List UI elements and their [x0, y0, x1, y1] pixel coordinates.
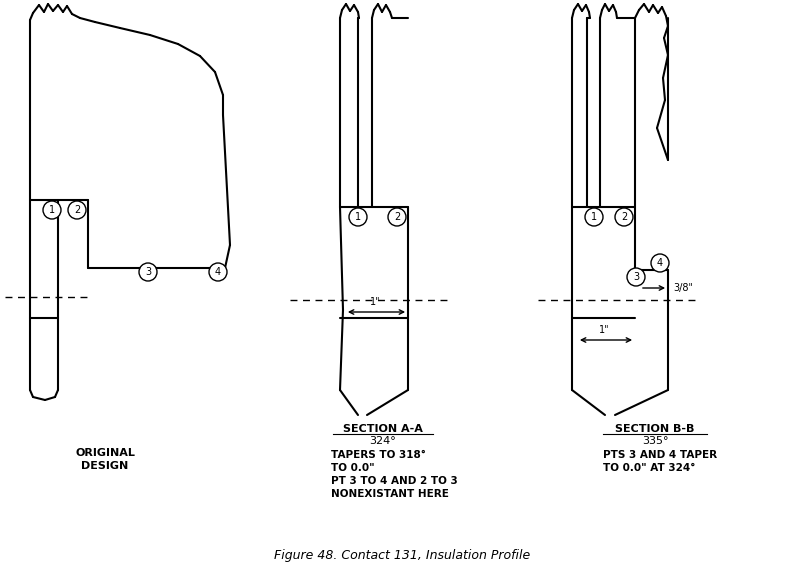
- Text: 3/8": 3/8": [672, 283, 692, 293]
- Text: 3: 3: [632, 272, 638, 282]
- Text: 4: 4: [656, 258, 662, 268]
- Text: 4: 4: [214, 267, 221, 277]
- Circle shape: [650, 254, 668, 272]
- Circle shape: [614, 208, 632, 226]
- Text: 1: 1: [354, 212, 361, 222]
- Text: 2: 2: [74, 205, 80, 215]
- Text: ORIGINAL: ORIGINAL: [75, 448, 135, 458]
- Circle shape: [626, 268, 644, 286]
- Text: 1": 1": [598, 325, 609, 335]
- Circle shape: [585, 208, 602, 226]
- Text: Figure 48. Contact 131, Insulation Profile: Figure 48. Contact 131, Insulation Profi…: [274, 549, 529, 562]
- Text: 1: 1: [590, 212, 597, 222]
- Text: PTS 3 AND 4 TAPER: PTS 3 AND 4 TAPER: [602, 450, 716, 460]
- Circle shape: [209, 263, 226, 281]
- Text: 3: 3: [145, 267, 151, 277]
- Text: 2: 2: [393, 212, 400, 222]
- Text: 335°: 335°: [641, 436, 667, 446]
- Circle shape: [349, 208, 366, 226]
- Text: 324°: 324°: [369, 436, 396, 446]
- Text: 1: 1: [49, 205, 55, 215]
- Circle shape: [388, 208, 406, 226]
- Circle shape: [68, 201, 86, 219]
- Text: NONEXISTANT HERE: NONEXISTANT HERE: [331, 489, 448, 499]
- Text: TO 0.0" AT 324°: TO 0.0" AT 324°: [602, 463, 695, 473]
- Text: TAPERS TO 318°: TAPERS TO 318°: [331, 450, 426, 460]
- Text: 1": 1": [369, 297, 380, 307]
- Text: PT 3 TO 4 AND 2 TO 3: PT 3 TO 4 AND 2 TO 3: [331, 476, 457, 486]
- Text: DESIGN: DESIGN: [81, 461, 128, 471]
- Text: TO 0.0": TO 0.0": [331, 463, 374, 473]
- Circle shape: [139, 263, 157, 281]
- Text: SECTION A-A: SECTION A-A: [343, 424, 422, 434]
- Circle shape: [43, 201, 61, 219]
- Text: 2: 2: [620, 212, 626, 222]
- Text: SECTION B-B: SECTION B-B: [614, 424, 694, 434]
